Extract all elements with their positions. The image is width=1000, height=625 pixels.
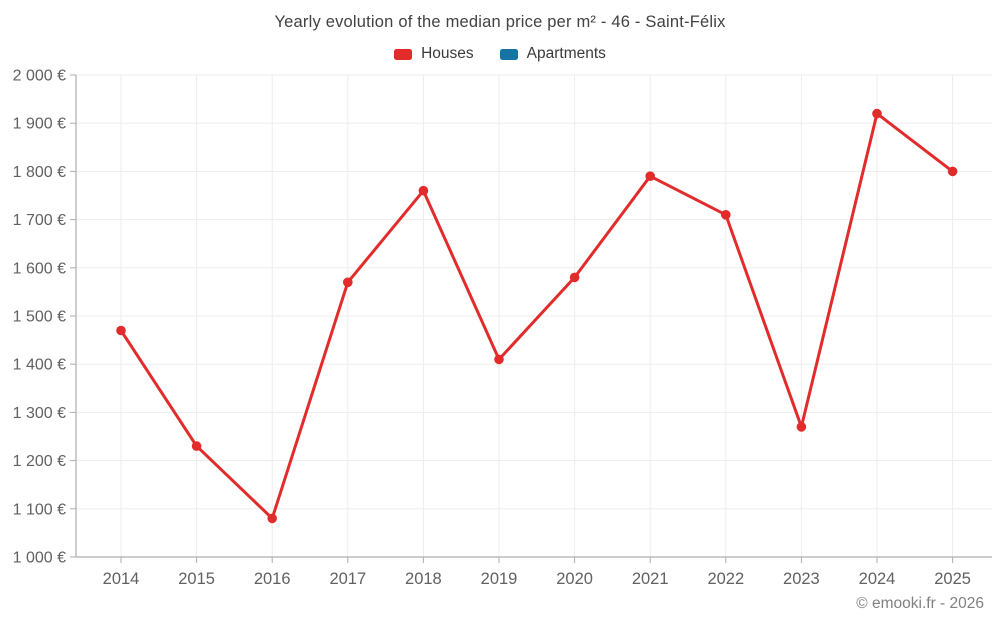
x-axis-label: 2016 xyxy=(254,570,291,588)
data-point-houses[interactable] xyxy=(569,272,580,283)
data-point-houses[interactable] xyxy=(494,354,504,365)
data-point-houses[interactable] xyxy=(872,108,882,119)
copyright-credit: © emooki.fr - 2026 xyxy=(856,595,984,612)
data-point-houses[interactable] xyxy=(116,325,126,336)
x-axis-label: 2024 xyxy=(859,570,896,588)
legend-label: Houses xyxy=(421,45,474,62)
x-axis-label: 2015 xyxy=(178,570,215,588)
y-axis-label: 1 500 € xyxy=(13,309,66,326)
y-axis-label: 1 300 € xyxy=(13,405,66,422)
x-axis-label: 2019 xyxy=(481,570,518,588)
x-axis-label: 2014 xyxy=(103,570,140,588)
legend-item-houses[interactable]: Houses xyxy=(394,45,474,63)
houses-series-swatch-icon xyxy=(394,48,413,60)
x-axis-label: 2025 xyxy=(934,570,971,588)
data-point-houses[interactable] xyxy=(796,422,807,432)
apartments-series-swatch-icon xyxy=(499,48,518,60)
data-point-houses[interactable] xyxy=(267,513,278,524)
y-axis-label: 1 900 € xyxy=(13,116,66,133)
y-axis-label: 2 000 € xyxy=(13,68,66,85)
series-line-houses xyxy=(119,112,955,520)
x-axis-label: 2021 xyxy=(632,570,669,588)
chart-legend: Houses Apartments xyxy=(0,45,1000,63)
y-axis-label: 1 400 € xyxy=(13,357,66,374)
x-axis-label: 2022 xyxy=(707,570,744,588)
y-axis-label: 1 800 € xyxy=(13,164,66,181)
x-axis-label: 2020 xyxy=(556,570,593,588)
data-point-houses[interactable] xyxy=(721,210,731,220)
chart-title: Yearly evolution of the median price per… xyxy=(274,13,726,31)
y-axis-label: 1 000 € xyxy=(13,550,66,567)
x-axis-label: 2018 xyxy=(405,570,442,588)
data-point-houses[interactable] xyxy=(343,277,353,288)
legend-label: Apartments xyxy=(526,45,606,62)
data-point-houses[interactable] xyxy=(191,441,202,451)
x-axis-label: 2017 xyxy=(329,570,366,588)
legend-item-apartments[interactable]: Apartments xyxy=(499,45,606,63)
y-axis-label: 1 100 € xyxy=(13,501,66,518)
data-point-houses[interactable] xyxy=(418,185,429,196)
y-axis-label: 1 700 € xyxy=(13,212,66,229)
y-axis-label: 1 200 € xyxy=(13,453,66,470)
x-axis-label: 2023 xyxy=(783,570,820,588)
data-point-houses[interactable] xyxy=(645,171,655,181)
data-point-houses[interactable] xyxy=(947,166,958,177)
y-axis-label: 1 600 € xyxy=(13,260,66,277)
